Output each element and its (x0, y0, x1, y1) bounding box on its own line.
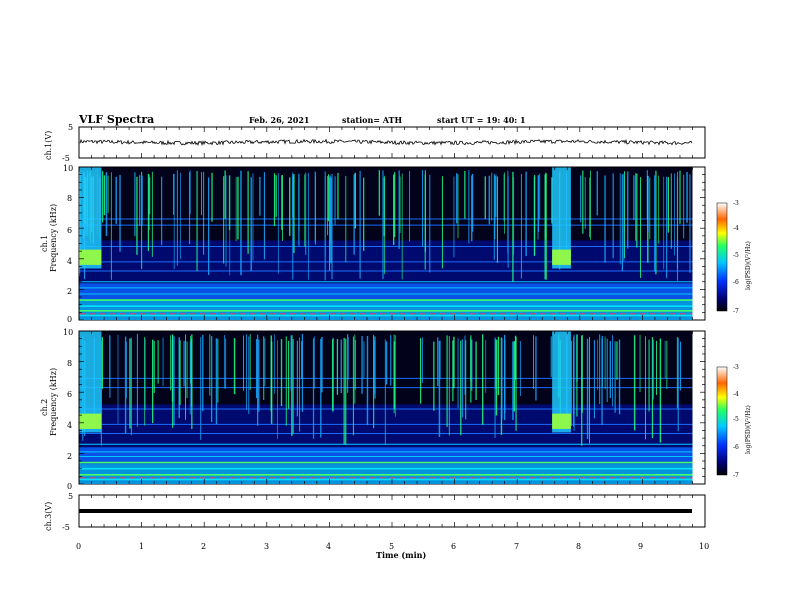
ch1-colorbar-label: log(PSD)(V²/Hz) (745, 241, 752, 290)
ch3-waveform-ytick-top: 5 (68, 492, 73, 501)
ch2-colorbar-tick-3: -3 (733, 364, 739, 371)
ch2-colorbar-tick-6: -6 (733, 444, 739, 451)
ch1-ytick-6: 6 (67, 226, 72, 235)
x-tick-marks (78, 127, 706, 527)
broadband-interval (552, 331, 571, 433)
x-axis-label: Time (min) (376, 550, 426, 560)
xtick-9: 9 (638, 542, 643, 551)
ch3-waveform-ylabel: ch.3(V) (44, 502, 53, 531)
ch2-colorbar-tick-7: -7 (733, 472, 739, 479)
ch2-ytick-8: 8 (67, 359, 72, 368)
ch2-spectrogram-image (79, 331, 693, 484)
xtick-3: 3 (264, 542, 269, 551)
ch1-ylabel: ch.1 (40, 235, 49, 252)
broadband-interval (79, 167, 102, 269)
ch2-spectrogram-panel: ch.2 Frequency (kHz) 0 2 4 6 8 10 -3 -4 … (40, 328, 752, 491)
mid-band (79, 404, 693, 448)
ch1-colorbar (716, 202, 728, 312)
broadband-interval-peak (79, 413, 102, 429)
xtick-4: 4 (326, 542, 331, 551)
ch2-ytick-6: 6 (67, 390, 72, 399)
ch1-colorbar-tick-4: -4 (733, 225, 739, 232)
xtick-10: 10 (699, 542, 709, 551)
ch1-spectrogram-panel: ch.1 Frequency (kHz) 0 2 4 6 8 10 -3 -4 … (40, 164, 752, 324)
broadband-interval-peak (79, 249, 102, 265)
figure-title: VLF Spectra (78, 113, 154, 126)
ch3-waveform-trace (79, 509, 692, 513)
station-label: station= ATH (342, 115, 402, 125)
ch2-ytick-4: 4 (67, 421, 72, 430)
broadband-interval (552, 167, 571, 269)
ch1-waveform-ylabel: ch.1(V) (44, 131, 53, 160)
date-label: Feb. 26, 2021 (249, 115, 309, 125)
ch1-colorbar-tick-6: -6 (733, 279, 739, 286)
ch1-colorbar-tick-7: -7 (733, 308, 739, 315)
xtick-8: 8 (576, 542, 581, 551)
ch2-ylabel-frequency: Frequency (kHz) (49, 368, 58, 436)
ch1-waveform-ytick-bottom: -5 (62, 154, 70, 163)
ch2-ylabel: ch.2 (40, 399, 49, 416)
ch2-colorbar-label: log(PSD)(V²/Hz) (745, 405, 752, 454)
xtick-0: 0 (76, 542, 81, 551)
xtick-1: 1 (139, 542, 144, 551)
ch3-waveform-ytick-bottom: -5 (62, 523, 70, 532)
ch1-colorbar-tick-5: -5 (733, 252, 739, 259)
ch1-ytick-4: 4 (67, 257, 72, 266)
xtick-6: 6 (451, 542, 456, 551)
ch1-waveform-trace (79, 138, 693, 147)
broadband-interval-peak (552, 413, 571, 429)
ch2-colorbar (716, 366, 728, 476)
ch2-ytick-0: 0 (67, 482, 72, 491)
ch1-spectrogram-image (79, 167, 693, 320)
ch2-colorbar-tick-4: -4 (733, 391, 739, 398)
ch2-ytick-2: 2 (67, 452, 72, 461)
ch1-ytick-10: 10 (63, 164, 73, 173)
ch1-ytick-0: 0 (67, 315, 72, 324)
ch1-waveform-panel: 5 -5 ch.1(V) (44, 123, 706, 163)
ch3-waveform-panel: 5 -5 ch.3(V) (44, 492, 706, 532)
ch1-colorbar-tick-3: -3 (733, 200, 739, 207)
broadband-interval (79, 331, 102, 433)
ch1-ytick-2: 2 (67, 287, 72, 296)
ch1-waveform-ytick-top: 5 (68, 123, 73, 132)
broadband-interval-peak (552, 249, 571, 265)
xtick-2: 2 (201, 542, 206, 551)
xtick-5: 5 (389, 542, 394, 551)
ch2-colorbar-tick-5: -5 (733, 416, 739, 423)
ch1-ytick-8: 8 (67, 194, 72, 203)
start-time-label: start UT = 19: 40: 1 (437, 115, 526, 125)
ch1-ylabel-frequency: Frequency (kHz) (49, 204, 58, 272)
xtick-7: 7 (514, 542, 519, 551)
ch2-ytick-10: 10 (63, 328, 73, 337)
